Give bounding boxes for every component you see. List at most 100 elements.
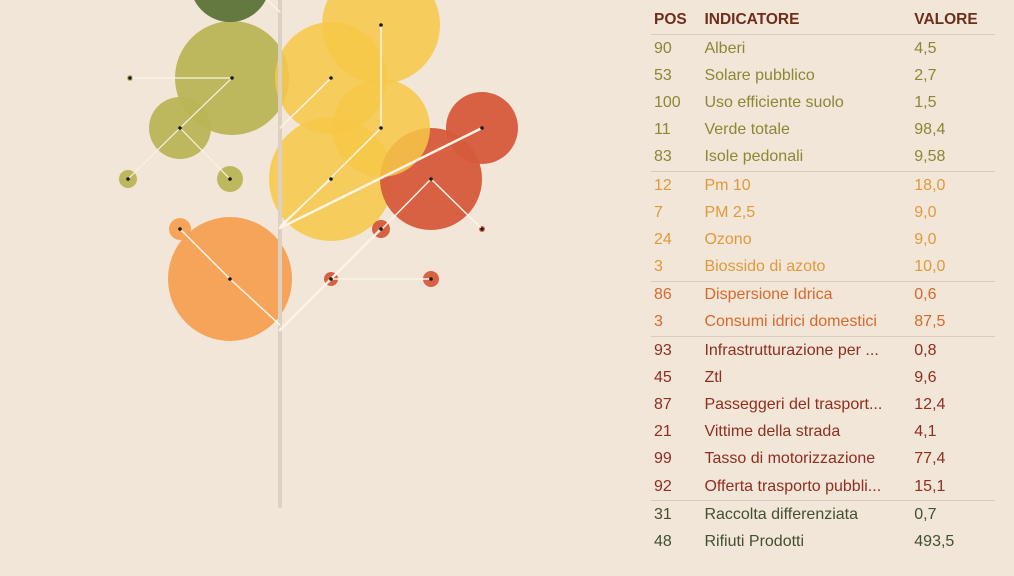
row-value: 15,1 [914, 477, 946, 495]
row-value: 4,1 [914, 423, 937, 441]
row-pos: 92 [654, 477, 672, 495]
branch [127, 77, 234, 180]
row-pos: 100 [654, 93, 681, 111]
node-dots-layer [126, 23, 484, 281]
row-indicator: Solare pubblico [704, 66, 815, 84]
row-pos: 3 [654, 313, 663, 331]
node-dot [178, 227, 182, 231]
row-value: 12,4 [914, 396, 946, 414]
table-row: 7 PM 2,5 9,0 [651, 199, 995, 226]
table-row: 100 Uso efficiente suolo 1,5 [651, 89, 995, 116]
node-dot [329, 177, 333, 181]
row-value: 9,0 [914, 230, 937, 248]
row-pos: 21 [654, 423, 672, 441]
node-dot [429, 177, 433, 181]
table-row: 99 Tasso di motorizzazione 77,4 [651, 446, 995, 473]
row-indicator: Verde totale [704, 121, 790, 139]
row-value: 9,6 [914, 368, 937, 386]
row-pos: 53 [654, 66, 672, 84]
table-row: 90 Alberi 4,5 [651, 35, 995, 63]
row-indicator: Pm 10 [704, 170, 915, 200]
row-indicator: Passeggeri del trasport... [704, 396, 883, 414]
node-dot [228, 177, 232, 181]
table-row: 86 Dispersione Idrica 0,6 [651, 280, 995, 309]
branch [278, 126, 484, 230]
table-row: 21 Vittime della strada 4,1 [651, 419, 995, 446]
row-pos: 7 [654, 203, 663, 221]
row-value: 2,7 [914, 66, 937, 84]
row-indicator: Raccolta differenziata [704, 500, 915, 529]
node-dot [480, 126, 484, 130]
table-row: 3 Biossido di azoto 10,0 [651, 254, 995, 282]
row-indicator: Rifiuti Prodotti [704, 532, 805, 550]
node-dot [329, 277, 333, 281]
table-row: 45 Ztl 9,6 [651, 364, 995, 391]
row-indicator: Biossido di azoto [704, 258, 826, 276]
node-dot [178, 126, 182, 130]
node-dot [228, 277, 232, 281]
row-value: 87,5 [914, 313, 946, 331]
row-pos: 83 [654, 148, 672, 166]
row-indicator: Infrastrutturazione per ... [704, 336, 915, 365]
table-row: 12 Pm 10 18,0 [651, 170, 995, 200]
row-value: 1,5 [914, 93, 937, 111]
table-row: 48 Rifiuti Prodotti 493,5 [651, 528, 995, 555]
table-row: 93 Infrastrutturazione per ... 0,8 [651, 336, 995, 365]
row-pos: 99 [654, 450, 672, 468]
branch [266, 0, 281, 13]
table-row: 83 Isole pedonali 9,58 [651, 144, 995, 172]
row-pos: 31 [651, 500, 705, 529]
indicator-tree-chart [119, 0, 518, 508]
row-pos: 45 [654, 368, 672, 386]
row-indicator: Tasso di motorizzazione [704, 450, 876, 468]
table-row: 87 Passeggeri del trasport... 12,4 [651, 391, 995, 418]
node-dot [126, 177, 130, 181]
row-indicator: Uso efficiente suolo [704, 93, 844, 111]
table-row: 92 Offerta trasporto pubbli... 15,1 [651, 473, 995, 501]
row-indicator: Ozono [704, 230, 752, 248]
indicators-table: POS INDICATORE VALORE 90 Alberi 4,5 53 S… [651, 6, 995, 556]
row-value: 0,7 [914, 500, 995, 529]
row-pos: 86 [651, 280, 705, 309]
row-value: 9,58 [914, 148, 946, 166]
node-dot [128, 76, 132, 80]
node-dot [379, 23, 383, 27]
row-value: 493,5 [914, 532, 955, 550]
table-row: 24 Ozono 9,0 [651, 226, 995, 253]
row-pos: 12 [651, 170, 705, 200]
row-value: 0,6 [914, 280, 995, 309]
row-indicator: Offerta trasporto pubbli... [704, 477, 882, 495]
row-pos: 3 [654, 258, 663, 276]
row-value: 4,5 [914, 39, 937, 57]
row-value: 98,4 [914, 121, 946, 139]
row-value: 18,0 [914, 170, 995, 200]
row-pos: 11 [654, 121, 671, 139]
row-pos: 87 [654, 396, 672, 414]
branch [179, 127, 231, 180]
row-indicator: Vittime della strada [704, 423, 841, 441]
table-row: 31 Raccolta differenziata 0,7 [651, 500, 995, 529]
node-dot [480, 227, 484, 231]
row-indicator: Dispersione Idrica [704, 280, 915, 309]
node-dot [329, 76, 333, 80]
header-value: VALORE [914, 6, 995, 35]
bubble-natura-dark [194, 0, 266, 22]
node-dot [379, 126, 383, 130]
table-row: 53 Solare pubblico 2,7 [651, 62, 995, 89]
table-row: 3 Consumi idrici domestici 87,5 [651, 309, 995, 337]
row-indicator: PM 2,5 [704, 203, 756, 221]
row-indicator: Isole pedonali [704, 148, 804, 166]
header-pos: POS [651, 6, 705, 35]
node-dot [429, 277, 433, 281]
table-header-row: POS INDICATORE VALORE [651, 6, 995, 35]
node-dot [230, 76, 234, 80]
row-value: 0,8 [914, 336, 995, 365]
row-indicator: Ztl [704, 368, 723, 386]
node-dot [379, 227, 383, 231]
header-indicator: INDICATORE [704, 6, 915, 35]
row-pos: 93 [651, 336, 705, 365]
row-pos: 24 [654, 230, 672, 248]
row-value: 77,4 [914, 450, 946, 468]
row-value: 9,0 [914, 203, 937, 221]
branch [279, 178, 332, 227]
